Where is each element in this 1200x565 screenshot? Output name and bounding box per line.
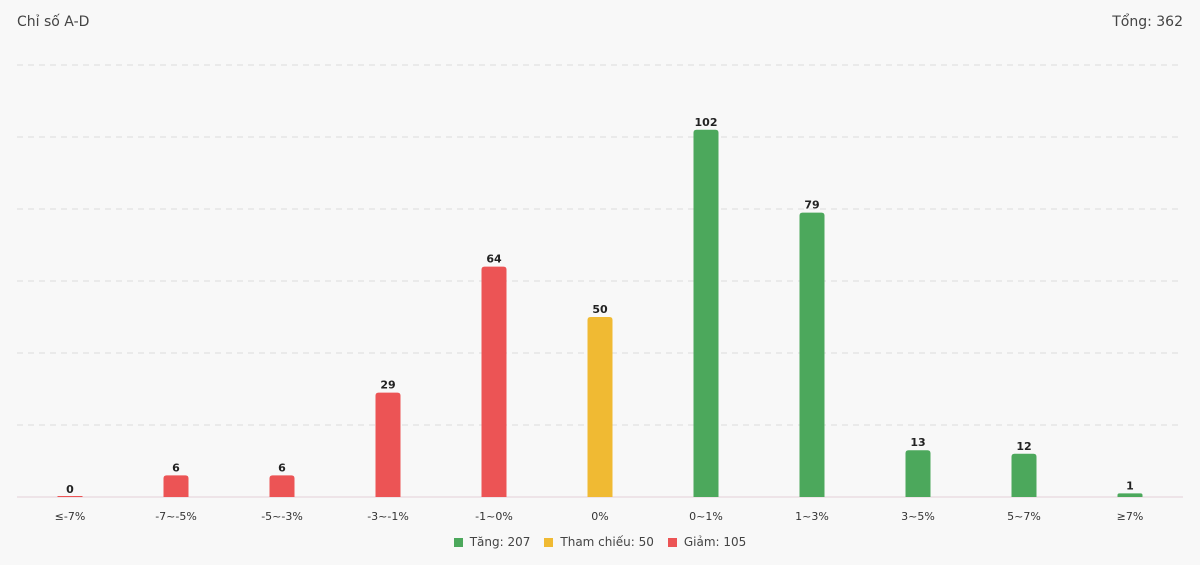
data-label-0: 0 <box>66 483 74 496</box>
legend-label-ref: Tham chiếu: 50 <box>560 535 654 549</box>
data-label-10: 1 <box>1126 479 1134 492</box>
data-label-4: 64 <box>486 253 502 266</box>
bar-9[interactable] <box>1011 453 1037 497</box>
legend-swatch-ref <box>544 537 554 547</box>
chart-title: Chỉ số A-D <box>17 14 90 30</box>
bars <box>57 129 1143 498</box>
data-label-7: 79 <box>804 199 819 212</box>
legend-item-down[interactable]: Giảm: 105 <box>667 535 747 549</box>
x-tick-label-6: 0~1% <box>689 510 723 523</box>
legend-item-up[interactable]: Tăng: 207 <box>453 535 531 549</box>
x-tick-label-8: 3~5% <box>901 510 935 523</box>
bar-1[interactable] <box>163 475 189 497</box>
x-tick-label-4: -1~0% <box>475 510 513 523</box>
ad-bar-chart: 0 6 6 29 64 50 102 79 13 12 1 ≤-7% -7~-5% -5~-3% -3~-… <box>17 64 1183 523</box>
data-label-1: 6 <box>172 461 180 474</box>
bar-6[interactable] <box>693 129 719 498</box>
bar-10[interactable] <box>1117 493 1143 497</box>
data-labels: 0 6 6 29 64 50 102 79 13 12 1 <box>66 116 1134 496</box>
bar-2[interactable] <box>269 475 295 497</box>
x-axis-ticks: ≤-7% -7~-5% -5~-3% -3~-1% -1~0% 0% 0~1% 1~3% 3~5… <box>55 510 1144 523</box>
legend-swatch-up <box>453 537 463 547</box>
x-tick-label-7: 1~3% <box>795 510 829 523</box>
bar-5[interactable] <box>587 317 613 497</box>
bar-4[interactable] <box>481 266 507 497</box>
bar-0[interactable] <box>57 496 83 497</box>
x-tick-label-0: ≤-7% <box>55 510 86 523</box>
x-tick-label-10: ≥7% <box>1117 510 1144 523</box>
data-label-9: 12 <box>1016 440 1031 453</box>
bar-3[interactable] <box>375 392 401 497</box>
data-label-3: 29 <box>380 379 395 392</box>
data-label-8: 13 <box>910 436 925 449</box>
x-tick-label-9: 5~7% <box>1007 510 1041 523</box>
legend-label-down: Giảm: 105 <box>683 535 747 549</box>
total-count: Tổng: 362 <box>1112 14 1183 30</box>
chart-legend: Tăng: 207 Tham chiếu: 50 Giảm: 105 <box>0 535 1200 549</box>
bar-8[interactable] <box>905 450 931 497</box>
bar-7[interactable] <box>799 212 825 497</box>
x-tick-label-1: -7~-5% <box>155 510 197 523</box>
chart-header: Chỉ số A-D Tổng: 362 <box>0 0 1200 50</box>
x-tick-label-2: -5~-3% <box>261 510 303 523</box>
data-label-2: 6 <box>278 461 286 474</box>
x-tick-label-3: -3~-1% <box>367 510 409 523</box>
data-label-6: 102 <box>695 116 718 129</box>
data-label-5: 50 <box>592 303 608 316</box>
legend-swatch-down <box>667 537 677 547</box>
legend-item-ref[interactable]: Tham chiếu: 50 <box>544 535 654 549</box>
legend-label-up: Tăng: 207 <box>469 535 531 549</box>
x-tick-label-5: 0% <box>591 510 608 523</box>
